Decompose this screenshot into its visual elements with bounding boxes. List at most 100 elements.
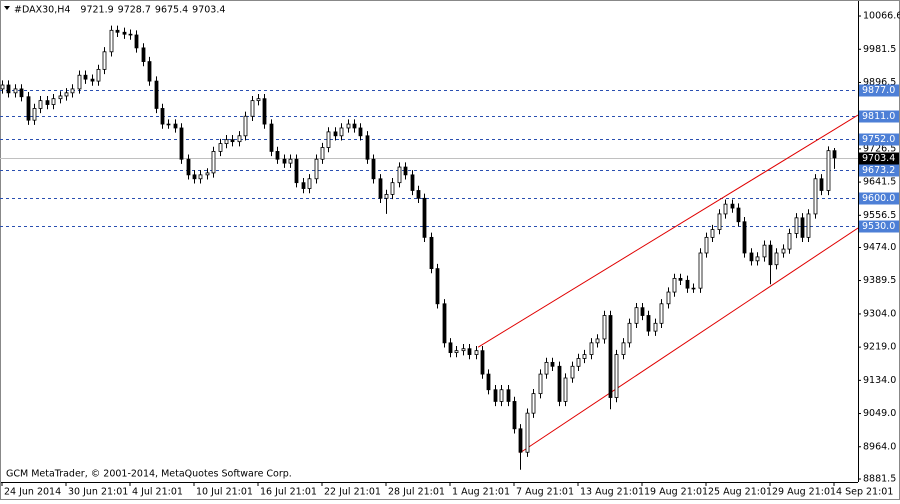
candle-body xyxy=(0,84,5,90)
candle-body xyxy=(186,158,191,176)
x-tick-label: 7 Aug 21:01 xyxy=(516,487,574,498)
y-tick-label: 9219.0 xyxy=(863,342,896,353)
x-tick-label: 10 Jul 21:01 xyxy=(196,487,253,498)
candle-body xyxy=(378,178,383,199)
y-tick-label: 9556.5 xyxy=(863,210,896,221)
plot-area xyxy=(0,25,858,470)
candle-body xyxy=(749,252,754,262)
candle-body xyxy=(774,252,779,266)
candle-body xyxy=(422,197,427,238)
candle-body xyxy=(250,100,255,117)
candle-body xyxy=(160,108,165,125)
candle-body xyxy=(19,88,24,98)
candle-body xyxy=(320,147,325,160)
candle-body xyxy=(352,123,357,129)
x-tick-label: 29 Aug 21:01 xyxy=(772,487,836,498)
candle-body xyxy=(371,158,376,180)
candle-body xyxy=(51,98,56,105)
candle-body xyxy=(410,174,415,191)
candle-body xyxy=(678,277,683,281)
candle-body xyxy=(365,135,370,160)
candle-body xyxy=(211,151,216,174)
candle-body xyxy=(243,115,248,137)
candle-body xyxy=(698,252,703,289)
candle-body xyxy=(813,178,818,215)
candle-body xyxy=(314,158,319,180)
candle-body xyxy=(38,100,43,109)
level-label-box xyxy=(859,133,899,146)
candle-body xyxy=(653,322,658,332)
candle-body xyxy=(58,95,63,100)
candle-body xyxy=(115,29,120,33)
candle-body xyxy=(806,213,811,238)
level-label-box xyxy=(859,192,899,205)
y-tick-label: 8964.0 xyxy=(863,441,896,452)
candle-body xyxy=(506,389,511,402)
candle-body xyxy=(454,350,459,354)
y-tick-label: 9049.0 xyxy=(863,408,896,419)
level-label-box xyxy=(859,164,899,177)
candle-body xyxy=(333,131,338,137)
candle-body xyxy=(13,88,18,94)
candle-body xyxy=(538,373,543,395)
candle-body xyxy=(256,98,261,102)
footer: GCM MetaTrader, © 2001-2014, MetaQuotes … xyxy=(6,469,292,480)
candle-body xyxy=(90,78,95,82)
candle-body xyxy=(826,150,831,191)
candle-body xyxy=(282,158,287,164)
candle-body xyxy=(666,291,671,305)
candle-body xyxy=(614,354,619,398)
x-tick-label: 13 Aug 21:01 xyxy=(580,487,644,498)
header-low: 9675.4 xyxy=(155,5,188,16)
x-tick-label: 4 Jul 21:01 xyxy=(132,487,183,498)
header-high: 9728.7 xyxy=(118,5,151,16)
candle-body xyxy=(45,100,50,105)
candle-body xyxy=(570,365,575,379)
candle-body xyxy=(307,178,312,189)
candle-body xyxy=(288,158,293,164)
symbol: #DAX30,H4 xyxy=(14,5,70,16)
y-tick-label: 9134.0 xyxy=(863,375,896,386)
candle-body xyxy=(32,108,37,121)
candle-body xyxy=(326,131,331,148)
candle-body xyxy=(237,135,242,143)
candle-body xyxy=(621,342,626,355)
y-tick-label: 9389.5 xyxy=(863,275,896,286)
candle-body xyxy=(339,127,344,137)
x-tick-label: 1 Aug 21:01 xyxy=(452,487,510,498)
candle-body xyxy=(397,166,402,184)
candle-body xyxy=(122,31,127,35)
candle-body xyxy=(83,74,88,80)
level-label-box xyxy=(859,110,899,123)
candle-body xyxy=(794,217,799,234)
x-tick-label: 24 Jun 2014 xyxy=(4,487,61,498)
header-open: 9721.9 xyxy=(80,5,113,16)
candle-body xyxy=(429,236,434,270)
candle-body xyxy=(442,303,447,344)
y-tick-label: 9474.0 xyxy=(863,242,896,253)
candle-body xyxy=(531,393,536,414)
candle-body xyxy=(166,123,171,126)
x-tick-label: 30 Jun 21:01 xyxy=(68,487,128,498)
candle-body xyxy=(173,123,178,129)
candle-body xyxy=(608,315,613,398)
candle-body xyxy=(550,361,555,367)
candle-body xyxy=(179,127,184,160)
candle-body xyxy=(147,61,152,82)
candle-body xyxy=(832,150,837,159)
candle-body xyxy=(493,389,498,402)
candle-body xyxy=(346,123,351,129)
y-tick-label: 9896.5 xyxy=(863,77,896,88)
candle-body xyxy=(128,33,133,36)
x-tick-label: 16 Jul 21:01 xyxy=(260,487,317,498)
y-tick-label: 8881.5 xyxy=(863,473,896,484)
candle-body xyxy=(787,233,792,250)
y-tick-label: 10066.6 xyxy=(863,11,900,22)
candle-body xyxy=(275,151,280,160)
candle-body xyxy=(64,92,69,97)
y-tick-label: 9641.5 xyxy=(863,177,896,188)
candle-body xyxy=(26,96,31,121)
candle-body xyxy=(755,256,760,262)
candle-body xyxy=(109,29,114,53)
